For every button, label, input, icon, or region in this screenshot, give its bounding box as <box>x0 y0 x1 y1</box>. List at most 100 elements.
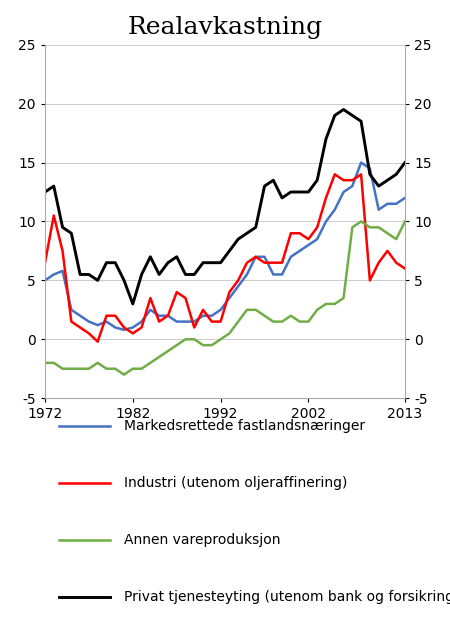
Markedsrettede fastlandsnæringer <box>122 326 127 334</box>
Annen vareproduksjon <box>376 224 381 231</box>
Markedsrettede fastlandsnæringer <box>393 200 399 208</box>
Markedsrettede fastlandsnæringer <box>297 247 302 255</box>
Privat tjenesteyting (utenom bank og forsikring) <box>209 259 215 266</box>
Privat tjenesteyting (utenom bank og forsikring) <box>288 188 293 196</box>
Markedsrettede fastlandsnæringer <box>148 306 153 314</box>
Annen vareproduksjon <box>77 365 83 373</box>
Markedsrettede fastlandsnæringer <box>385 200 390 208</box>
Privat tjenesteyting (utenom bank og forsikring) <box>367 171 373 178</box>
Industri (utenom oljeraffinering) <box>130 330 135 337</box>
Markedsrettede fastlandsnæringer <box>244 271 250 279</box>
Annen vareproduksjon <box>253 306 258 314</box>
Privat tjenesteyting (utenom bank og forsikring) <box>130 300 135 308</box>
Privat tjenesteyting (utenom bank og forsikring) <box>332 112 338 119</box>
Privat tjenesteyting (utenom bank og forsikring) <box>306 188 311 196</box>
Privat tjenesteyting (utenom bank og forsikring) <box>112 259 118 266</box>
Annen vareproduksjon <box>148 359 153 367</box>
Annen vareproduksjon <box>235 318 241 325</box>
Industri (utenom oljeraffinering) <box>148 294 153 302</box>
Markedsrettede fastlandsnæringer <box>270 271 276 279</box>
Industri (utenom oljeraffinering) <box>288 229 293 237</box>
Privat tjenesteyting (utenom bank og forsikring) <box>279 194 285 202</box>
Privat tjenesteyting (utenom bank og forsikring) <box>262 182 267 190</box>
Privat tjenesteyting (utenom bank og forsikring) <box>218 259 223 266</box>
Industri (utenom oljeraffinering) <box>122 324 127 332</box>
Industri (utenom oljeraffinering) <box>315 224 320 231</box>
Industri (utenom oljeraffinering) <box>209 318 215 325</box>
Industri (utenom oljeraffinering) <box>235 277 241 284</box>
Privat tjenesteyting (utenom bank og forsikring) <box>358 118 364 125</box>
Privat tjenesteyting (utenom bank og forsikring) <box>235 235 241 243</box>
Markedsrettede fastlandsnæringer <box>157 312 162 320</box>
Privat tjenesteyting (utenom bank og forsikring) <box>227 247 232 255</box>
Privat tjenesteyting (utenom bank og forsikring) <box>69 229 74 237</box>
Privat tjenesteyting (utenom bank og forsikring) <box>165 259 171 266</box>
Annen vareproduksjon <box>95 359 100 367</box>
Markedsrettede fastlandsnæringer <box>86 318 92 325</box>
Privat tjenesteyting (utenom bank og forsikring) <box>270 176 276 184</box>
Industri (utenom oljeraffinering) <box>297 229 302 237</box>
Privat tjenesteyting (utenom bank og forsikring) <box>122 277 127 284</box>
Privat tjenesteyting (utenom bank og forsikring) <box>51 182 57 190</box>
Markedsrettede fastlandsnæringer <box>350 182 355 190</box>
Annen vareproduksjon <box>262 312 267 320</box>
Privat tjenesteyting (utenom bank og forsikring) <box>385 176 390 184</box>
Privat tjenesteyting (utenom bank og forsikring) <box>148 253 153 261</box>
Annen vareproduksjon <box>209 341 215 349</box>
Markedsrettede fastlandsnæringer <box>51 271 57 279</box>
Privat tjenesteyting (utenom bank og forsikring) <box>104 259 109 266</box>
Markedsrettede fastlandsnæringer <box>200 312 206 320</box>
Markedsrettede fastlandsnæringer <box>341 188 346 196</box>
Annen vareproduksjon <box>200 341 206 349</box>
Industri (utenom oljeraffinering) <box>69 318 74 325</box>
Annen vareproduksjon <box>51 359 57 367</box>
Industri (utenom oljeraffinering) <box>341 176 346 184</box>
Industri (utenom oljeraffinering) <box>332 171 338 178</box>
Industri (utenom oljeraffinering) <box>323 194 328 202</box>
Industri (utenom oljeraffinering) <box>393 259 399 266</box>
Privat tjenesteyting (utenom bank og forsikring) <box>244 229 250 237</box>
Privat tjenesteyting (utenom bank og forsikring) <box>95 277 100 284</box>
Markedsrettede fastlandsnæringer <box>332 206 338 213</box>
Annen vareproduksjon <box>42 359 48 367</box>
Industri (utenom oljeraffinering) <box>402 265 408 272</box>
Industri (utenom oljeraffinering) <box>112 312 118 320</box>
Industri (utenom oljeraffinering) <box>244 259 250 266</box>
Privat tjenesteyting (utenom bank og forsikring) <box>323 135 328 143</box>
Annen vareproduksjon <box>192 335 197 343</box>
Markedsrettede fastlandsnæringer <box>183 318 188 325</box>
Markedsrettede fastlandsnæringer <box>376 206 381 213</box>
Markedsrettede fastlandsnæringer <box>112 324 118 332</box>
Industri (utenom oljeraffinering) <box>77 324 83 332</box>
Industri (utenom oljeraffinering) <box>192 324 197 332</box>
Markedsrettede fastlandsnæringer <box>60 267 65 275</box>
Annen vareproduksjon <box>385 229 390 237</box>
Markedsrettede fastlandsnæringer <box>130 324 135 332</box>
Privat tjenesteyting (utenom bank og forsikring) <box>174 253 180 261</box>
Privat tjenesteyting (utenom bank og forsikring) <box>192 271 197 279</box>
Markedsrettede fastlandsnæringer <box>253 253 258 261</box>
Annen vareproduksjon <box>341 294 346 302</box>
Privat tjenesteyting (utenom bank og forsikring) <box>402 158 408 166</box>
Annen vareproduksjon <box>60 365 65 373</box>
Privat tjenesteyting (utenom bank og forsikring) <box>350 112 355 119</box>
Markedsrettede fastlandsnæringer <box>402 194 408 202</box>
Industri (utenom oljeraffinering) <box>165 312 171 320</box>
Markedsrettede fastlandsnæringer <box>77 312 83 320</box>
Markedsrettede fastlandsnæringer <box>42 277 48 284</box>
Industri (utenom oljeraffinering) <box>86 330 92 337</box>
Annen vareproduksjon <box>402 218 408 226</box>
Annen vareproduksjon <box>130 365 135 373</box>
Markedsrettede fastlandsnæringer <box>192 318 197 325</box>
Industri (utenom oljeraffinering) <box>174 288 180 296</box>
Markedsrettede fastlandsnæringer <box>288 253 293 261</box>
Industri (utenom oljeraffinering) <box>279 259 285 266</box>
Markedsrettede fastlandsnæringer <box>209 312 215 320</box>
Markedsrettede fastlandsnæringer <box>174 318 180 325</box>
Annen vareproduksjon <box>315 306 320 314</box>
Privat tjenesteyting (utenom bank og forsikring) <box>139 271 144 279</box>
Industri (utenom oljeraffinering) <box>367 277 373 284</box>
Annen vareproduksjon <box>86 365 92 373</box>
Text: Privat tjenesteyting (utenom bank og forsikring): Privat tjenesteyting (utenom bank og for… <box>124 590 450 604</box>
Privat tjenesteyting (utenom bank og forsikring) <box>253 224 258 231</box>
